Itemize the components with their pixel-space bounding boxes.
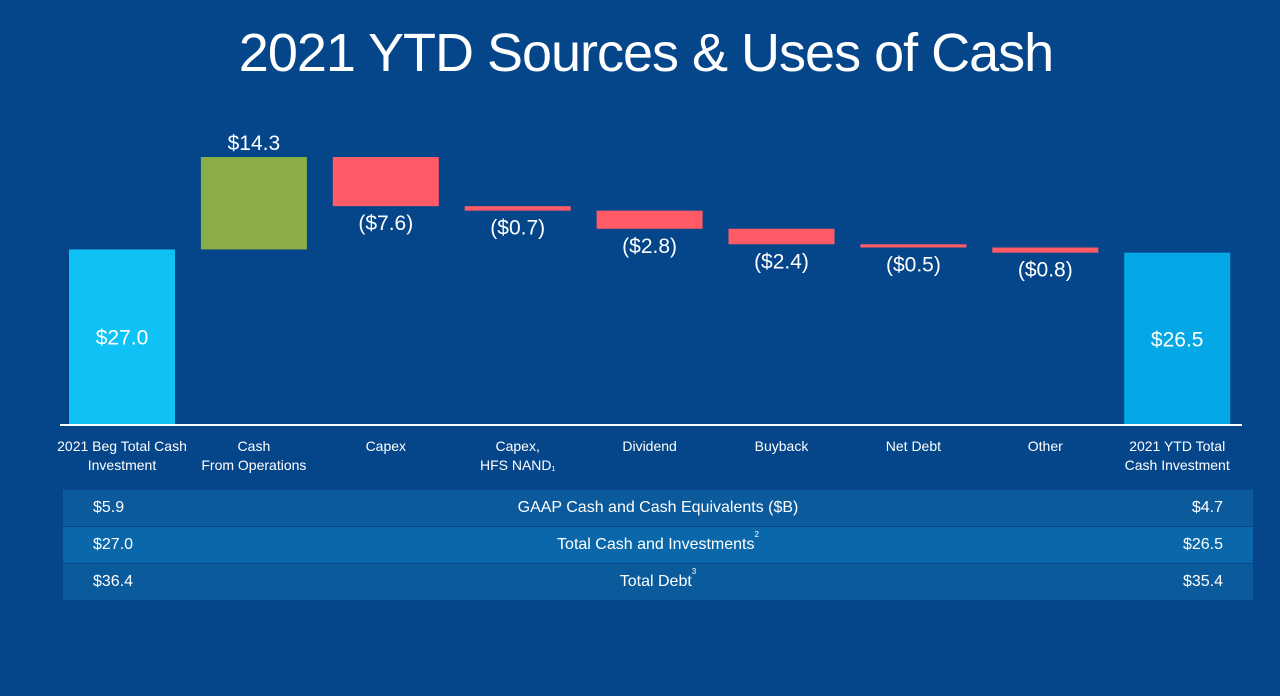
- row-begin-value: $5.9: [93, 499, 125, 516]
- table-row-total-debt: $36.4 Total Debt3 $35.4: [63, 564, 1253, 600]
- row-label: Total Cash and Investments2: [557, 530, 759, 553]
- bar-0: [69, 249, 175, 424]
- bar-2: [332, 157, 439, 207]
- category-label-4: Dividend: [622, 438, 677, 454]
- category-label-7: Other: [1027, 438, 1063, 454]
- category-label-1: Cash From Operations: [201, 438, 307, 473]
- data-label-3: ($0.7): [490, 217, 545, 240]
- category-label-3: Capex, HFS NAND1: [479, 438, 556, 473]
- row-end-value: $4.7: [1191, 499, 1223, 516]
- data-label-1: $14.3: [228, 132, 281, 155]
- row-end-value: $35.4: [1182, 573, 1223, 590]
- data-label-4: ($2.8): [622, 235, 677, 258]
- bar-7: [992, 247, 1099, 253]
- data-label-0: $27.0: [96, 327, 149, 350]
- category-label-2: Capex: [365, 438, 407, 454]
- bar-1: [200, 157, 307, 250]
- category-label-8: 2021 YTD Total Cash Investment: [1124, 438, 1230, 473]
- category-label-6: Net Debt: [885, 438, 942, 454]
- bar-3: [464, 206, 571, 211]
- bar-6: [860, 244, 967, 248]
- data-label-6: ($0.5): [886, 254, 941, 277]
- summary-table: $5.9 GAAP Cash and Cash Equivalents ($B)…: [63, 490, 1253, 600]
- bar-8: [1124, 252, 1231, 424]
- chart-title: 2021 YTD Sources & Uses of Cash: [238, 23, 1054, 83]
- row-begin-value: $36.4: [93, 573, 134, 590]
- row-label: GAAP Cash and Cash Equivalents ($B): [517, 499, 799, 516]
- row-begin-value: $27.0: [93, 536, 134, 553]
- category-label-5: Buyback: [754, 438, 809, 454]
- row-end-value: $26.5: [1182, 536, 1223, 553]
- data-label-5: ($2.4): [754, 250, 809, 273]
- data-label-8: $26.5: [1151, 328, 1204, 351]
- table-row-gaap-cash: $5.9 GAAP Cash and Cash Equivalents ($B)…: [63, 490, 1253, 526]
- bar-4: [596, 210, 703, 229]
- data-label-7: ($0.8): [1018, 259, 1073, 282]
- bar-5: [728, 228, 835, 245]
- data-label-2: ($7.6): [358, 212, 413, 235]
- table-row-total-cash: $27.0 Total Cash and Investments2 $26.5: [63, 527, 1253, 563]
- category-label-0: 2021 Beg Total Cash Investment: [57, 438, 187, 473]
- row-label: Total Debt3: [619, 567, 697, 590]
